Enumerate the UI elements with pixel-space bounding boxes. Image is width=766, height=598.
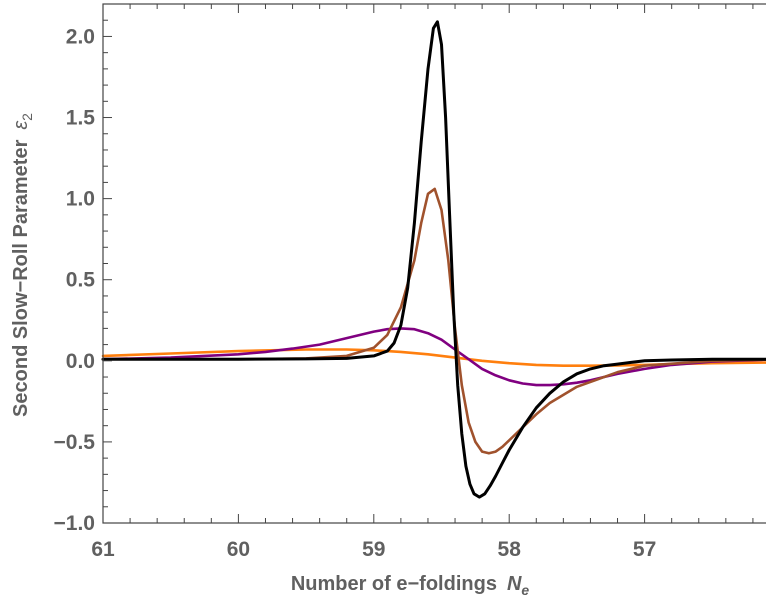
x-tick-label: 61 bbox=[91, 538, 115, 561]
y-tick-label: 1.5 bbox=[66, 107, 96, 130]
y-tick-label: −0.5 bbox=[54, 431, 96, 454]
y-axis-label: Second Slow−Roll Parameterε2 bbox=[10, 113, 35, 417]
x-tick-label: 60 bbox=[227, 538, 250, 561]
y-tick-label: 0.5 bbox=[66, 269, 96, 292]
series-layer bbox=[101, 20, 766, 499]
plot-frame bbox=[102, 3, 766, 524]
x-tick-label: 59 bbox=[362, 538, 385, 561]
series-line-2 bbox=[101, 327, 766, 387]
y-tick-label: −1.0 bbox=[54, 512, 95, 535]
y-tick-label: 2.0 bbox=[66, 25, 95, 48]
x-tick-label: 58 bbox=[498, 538, 522, 561]
x-axis-label: Number of e−foldings Ne bbox=[291, 573, 530, 598]
y-tick-label: 0.0 bbox=[66, 350, 95, 373]
y-tick-label: 1.0 bbox=[66, 188, 95, 211]
x-tick-label: 57 bbox=[633, 538, 656, 561]
tick-layer: 616059585756−1.0−0.50.00.51.01.52.0 bbox=[54, 3, 754, 561]
series-line-4 bbox=[101, 20, 766, 499]
series-line-3 bbox=[101, 187, 766, 455]
